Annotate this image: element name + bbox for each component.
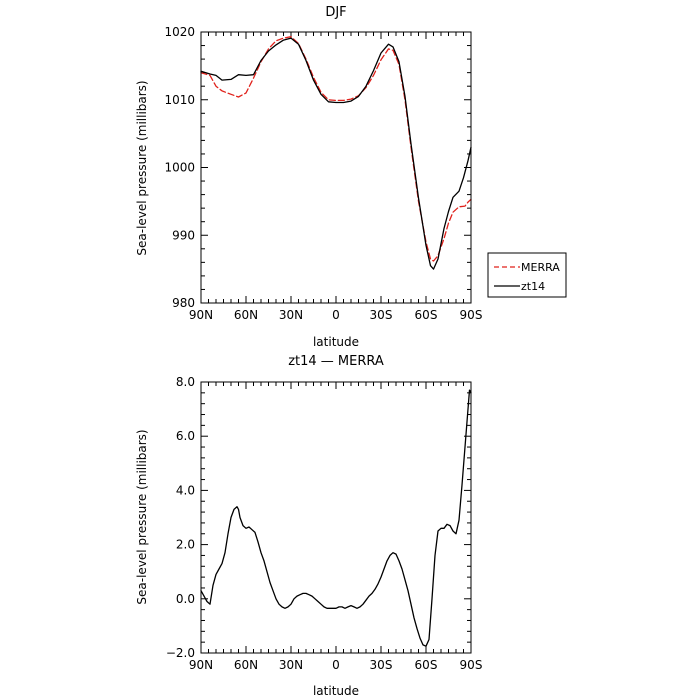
difference-plot-frame [200, 381, 472, 654]
djf-y-tick-label: 1000 [164, 161, 195, 175]
legend-box [487, 252, 567, 298]
djf-y-axis-label: Sea-level pressure (millibars) [135, 80, 149, 255]
djf-series [200, 36, 472, 270]
djf-x-axis-label: latitude [313, 335, 359, 349]
difference-ticks: 90N 60N 30N 0 30S 60S 90S −2.0 0.0 2.0 4.0 6.0 8.0 [166, 375, 483, 672]
difference-y-axis-label: Sea-level pressure (millibars) [135, 429, 149, 604]
difference-y-tick-label: 4.0 [176, 483, 195, 497]
difference-y-tick-label: 0.0 [176, 592, 195, 606]
difference-panel: zt14 — MERRA Sea-level pressure (milliba… [135, 354, 482, 698]
difference-y-tick-label: 2.0 [176, 538, 195, 552]
difference-x-tick-label: 90S [460, 658, 483, 672]
difference-x-tick-label: 90N [189, 658, 213, 672]
difference-x-tick-label: 0 [332, 658, 340, 672]
djf-chart-title: DJF [325, 5, 346, 20]
difference-y-tick-label: 8.0 [176, 375, 195, 389]
djf-x-tick-label: 90N [189, 308, 213, 322]
difference-chart-title: zt14 — MERRA [288, 354, 384, 369]
difference-series [200, 389, 472, 647]
djf-series-line-merra [200, 36, 472, 262]
djf-series-line-zt14 [200, 37, 472, 270]
djf-x-tick-label: 0 [332, 308, 340, 322]
djf-y-tick-label: 1010 [164, 93, 195, 107]
djf-y-tick-label: 980 [172, 296, 195, 310]
djf-panel: DJF Sea-level pressure (millibars) latit… [135, 5, 482, 349]
difference-x-tick-label: 30N [279, 658, 303, 672]
legend: MERRA zt14 [487, 252, 567, 298]
djf-x-tick-label: 30S [370, 308, 393, 322]
difference-x-axis-label: latitude [313, 684, 359, 698]
djf-x-tick-label: 30N [279, 308, 303, 322]
difference-y-tick-label: −2.0 [166, 646, 195, 660]
difference-x-tick-label: 60N [234, 658, 258, 672]
djf-y-tick-label: 1020 [164, 25, 195, 39]
djf-x-tick-label: 60S [415, 308, 438, 322]
djf-ticks: 90N 60N 30N 0 30S 60S 90S 980 990 1000 1010 1020 [164, 25, 482, 322]
djf-plot-frame [200, 31, 472, 304]
difference-x-tick-label: 30S [370, 658, 393, 672]
difference-series-line-difference [200, 389, 472, 647]
djf-x-tick-label: 60N [234, 308, 258, 322]
legend-merra-label: MERRA [521, 261, 560, 274]
legend-zt14-label: zt14 [521, 280, 545, 293]
difference-y-tick-label: 6.0 [176, 429, 195, 443]
djf-x-tick-label: 90S [460, 308, 483, 322]
difference-x-tick-label: 60S [415, 658, 438, 672]
djf-y-tick-label: 990 [172, 228, 195, 242]
